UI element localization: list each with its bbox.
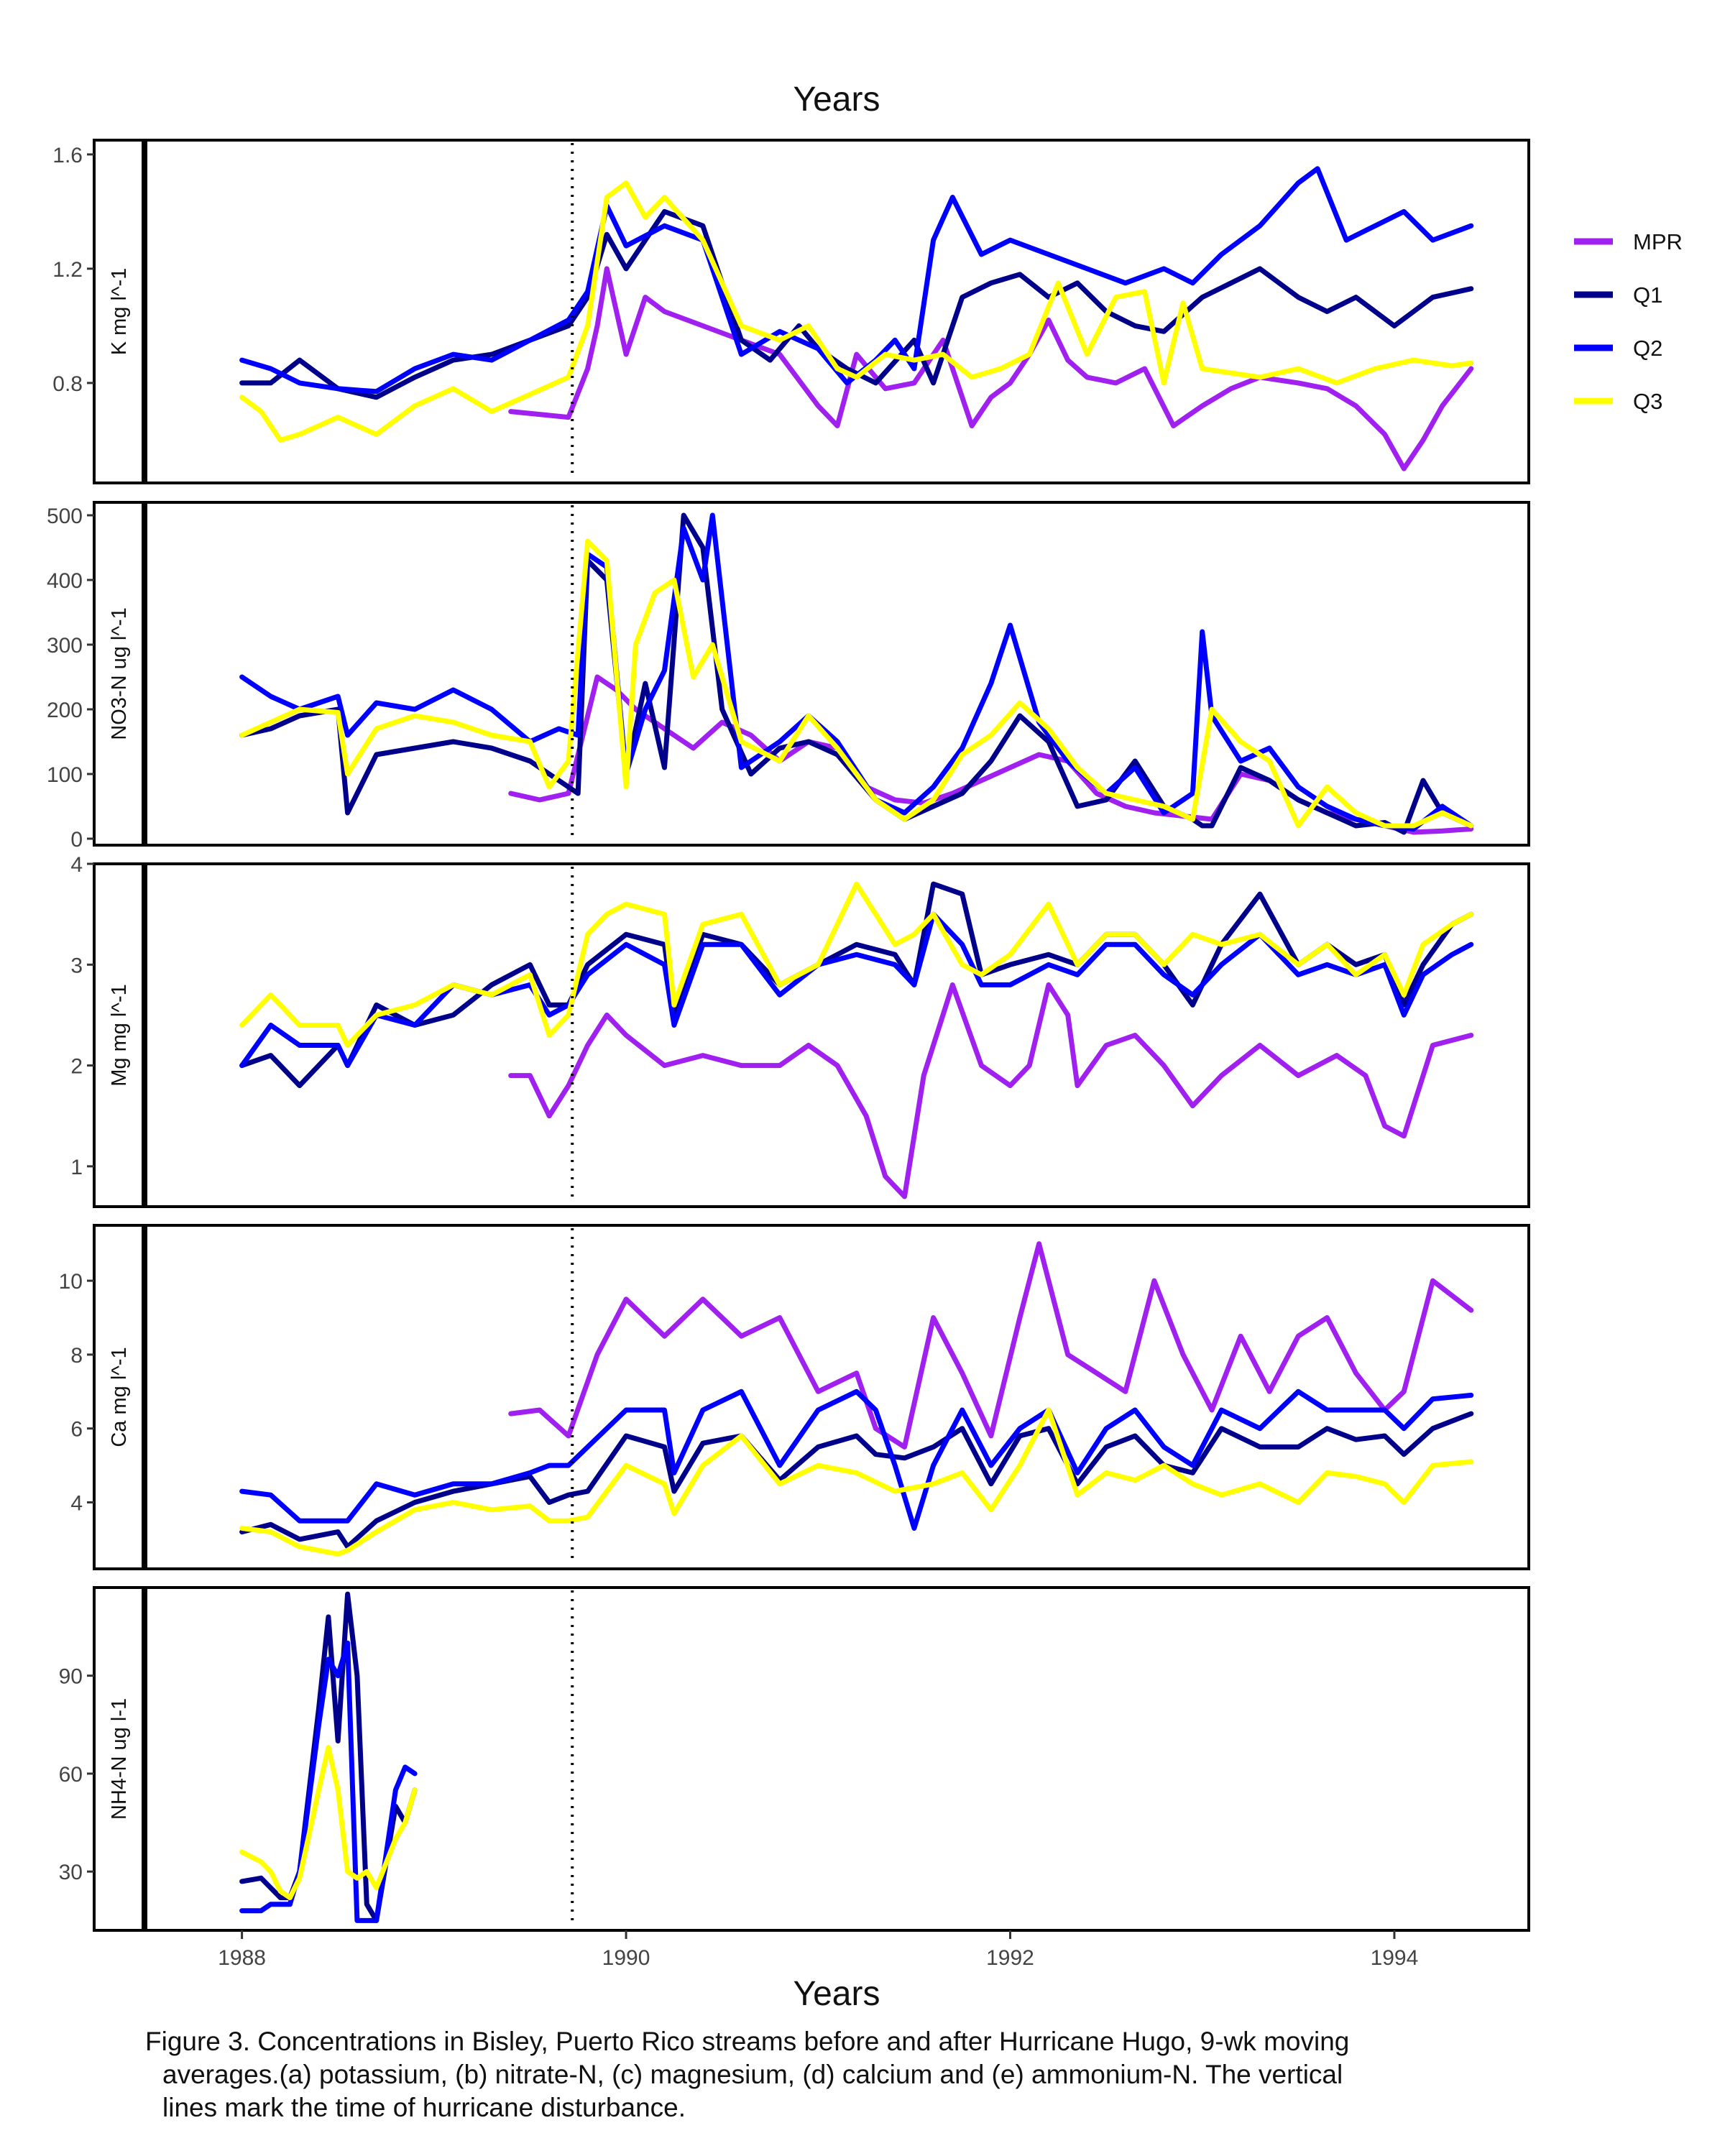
series-line-mpr bbox=[508, 1241, 1474, 1450]
panel-ylabel: NH4-N ug l-1 bbox=[108, 1698, 131, 1820]
panel-frame bbox=[144, 139, 1530, 484]
y-tick-label: 100 bbox=[47, 763, 83, 787]
legend: MPR Q1 Q2 Q3 bbox=[1574, 229, 1683, 414]
panel-NH4: NH4-N ug l-1 30 60 90 bbox=[59, 1586, 1530, 1932]
panel-series bbox=[239, 166, 1474, 471]
series-line-q2 bbox=[239, 166, 1474, 395]
series-line-q3 bbox=[239, 538, 1474, 829]
panel-frame bbox=[144, 862, 1530, 1208]
y-tick-label: 0.8 bbox=[52, 372, 83, 396]
panel-ylabel: NO3-N ug l^-1 bbox=[108, 607, 131, 740]
panels: K mg l^-1 0.8 1.2 1.6 NO3-N ug l^-1 0 100 200 30… bbox=[47, 139, 1530, 1932]
panel-series bbox=[239, 512, 1474, 835]
series-line-q1 bbox=[239, 1411, 1474, 1549]
panel-strip bbox=[93, 862, 144, 1208]
y-tick-label: 200 bbox=[47, 699, 83, 722]
y-tick-label: 90 bbox=[59, 1665, 83, 1689]
panel-strip bbox=[93, 501, 144, 847]
series-line-q2 bbox=[239, 1388, 1474, 1531]
panel-ylabel: Mg mg l^-1 bbox=[108, 984, 131, 1087]
panel-series bbox=[239, 1241, 1474, 1557]
caption-line-3: lines mark the time of hurricane disturb… bbox=[162, 2093, 686, 2122]
series-line-mpr bbox=[508, 266, 1474, 471]
y-tick-label: 10 bbox=[59, 1270, 83, 1294]
series-line-q3 bbox=[239, 1745, 418, 1901]
y-tick-label: 1.2 bbox=[52, 258, 83, 282]
y-tick-label: 0 bbox=[70, 828, 83, 852]
series-line-q3 bbox=[239, 1407, 1474, 1557]
y-tick-label: 4 bbox=[70, 853, 83, 877]
series-line-q3 bbox=[239, 180, 1474, 443]
y-tick-label: 1 bbox=[70, 1156, 83, 1179]
panel-Ca: Ca mg l^-1 4 6 8 10 bbox=[59, 1224, 1530, 1570]
panel-series bbox=[239, 881, 1474, 1199]
panel-Mg: Mg mg l^-1 1 2 3 4 bbox=[70, 853, 1530, 1208]
panel-NO3: NO3-N ug l^-1 0 100 200 300 400 500 bbox=[47, 501, 1530, 852]
top-axis-title: Years bbox=[794, 80, 880, 119]
x-tick-label: 1994 bbox=[1371, 1946, 1419, 1970]
panel-frame bbox=[144, 1224, 1530, 1570]
y-tick-label: 30 bbox=[59, 1861, 83, 1884]
y-tick-label: 1.6 bbox=[52, 144, 83, 167]
x-tick-label: 1992 bbox=[986, 1946, 1034, 1970]
y-tick-label: 6 bbox=[70, 1418, 83, 1442]
panel-strip bbox=[93, 1224, 144, 1570]
y-tick-label: 400 bbox=[47, 569, 83, 593]
y-tick-label: 3 bbox=[70, 954, 83, 977]
legend-label-q3: Q3 bbox=[1633, 389, 1662, 414]
panel-strip bbox=[93, 1586, 144, 1932]
y-tick-label: 4 bbox=[70, 1491, 83, 1515]
caption-line-1: Figure 3. Concentrations in Bisley, Puer… bbox=[145, 2027, 1350, 2056]
y-tick-label: 8 bbox=[70, 1344, 83, 1368]
panel-K: K mg l^-1 0.8 1.2 1.6 bbox=[52, 139, 1530, 484]
y-tick-label: 60 bbox=[59, 1763, 83, 1787]
panel-ylabel: Ca mg l^-1 bbox=[108, 1347, 131, 1447]
series-line-q2 bbox=[239, 1640, 418, 1923]
series-line-q3 bbox=[239, 881, 1474, 1048]
legend-label-mpr: MPR bbox=[1633, 229, 1683, 254]
x-tick-label: 1988 bbox=[218, 1946, 266, 1970]
y-tick-label: 300 bbox=[47, 634, 83, 658]
legend-label-q2: Q2 bbox=[1633, 336, 1662, 361]
figure-caption: Figure 3. Concentrations in Bisley, Puer… bbox=[145, 2025, 1540, 2124]
bottom-axis-title: Years bbox=[794, 1975, 880, 2013]
x-tick-label: 1990 bbox=[602, 1946, 650, 1970]
panel-ylabel: K mg l^-1 bbox=[108, 268, 131, 356]
panel-frame bbox=[144, 1586, 1530, 1932]
series-line-q2 bbox=[239, 512, 1474, 831]
panel-strip bbox=[93, 139, 144, 484]
legend-label-q1: Q1 bbox=[1633, 282, 1662, 308]
x-axis: 1988 1990 1992 1994 bbox=[218, 1930, 1418, 1970]
caption-line-2: averages.(a) potassium, (b) nitrate-N, (… bbox=[162, 2060, 1343, 2089]
series-line-mpr bbox=[508, 982, 1474, 1199]
y-tick-label: 2 bbox=[70, 1055, 83, 1079]
panel-series bbox=[239, 1591, 418, 1923]
y-tick-label: 500 bbox=[47, 505, 83, 528]
